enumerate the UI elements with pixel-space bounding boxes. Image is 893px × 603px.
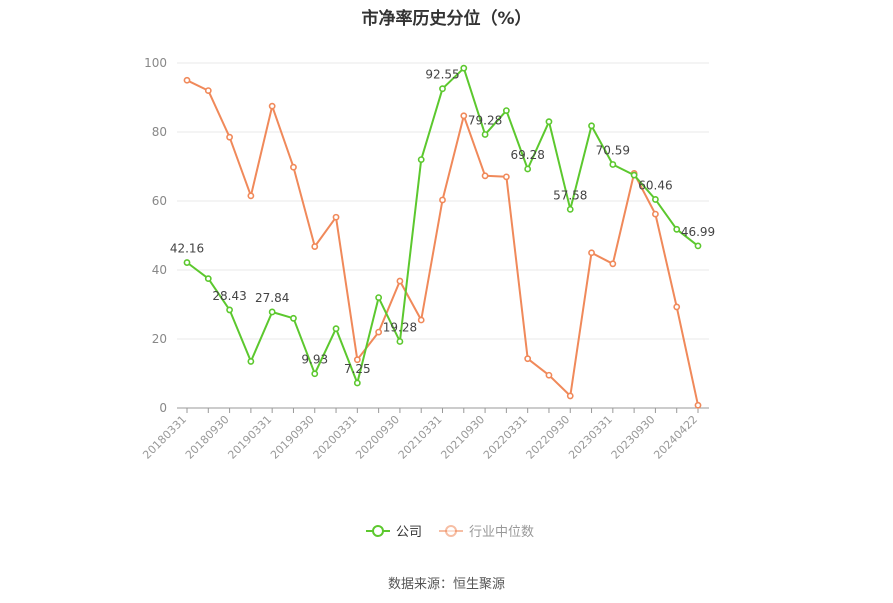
data-point xyxy=(183,259,191,266)
chart-title: 市净率历史分位（%） xyxy=(361,9,532,29)
y-tick-label: 40 xyxy=(152,263,167,277)
data-label: 79.28 xyxy=(468,113,502,127)
data-label: 27.84 xyxy=(255,291,289,305)
data-point xyxy=(204,275,212,283)
x-tick-label: 20180331 xyxy=(140,413,189,462)
data-point xyxy=(268,308,276,316)
data-point xyxy=(652,196,659,203)
data-point xyxy=(332,325,340,333)
y-tick-label: 0 xyxy=(159,401,167,415)
data-point xyxy=(417,316,425,324)
x-tick-label: 20210331 xyxy=(396,413,445,462)
data-point xyxy=(290,314,297,322)
data-label: 28.43 xyxy=(212,289,246,303)
data-label: 57.58 xyxy=(553,188,587,202)
data-point xyxy=(247,192,255,200)
data-point xyxy=(247,358,255,365)
data-point xyxy=(694,401,702,409)
data-point xyxy=(524,355,532,363)
y-tick-label: 80 xyxy=(152,125,167,139)
data-point xyxy=(673,303,681,311)
data-point xyxy=(566,392,574,400)
x-tick-label: 20180930 xyxy=(183,413,232,462)
data-point xyxy=(439,85,446,93)
data-point xyxy=(311,370,319,378)
data-point xyxy=(545,118,553,126)
x-tick-label: 20240422 xyxy=(651,413,700,462)
y-tick-label: 100 xyxy=(144,56,167,70)
data-label: 60.46 xyxy=(638,178,672,192)
data-point xyxy=(396,338,404,345)
data-point xyxy=(694,242,702,250)
data-point xyxy=(226,306,233,314)
data-point xyxy=(204,87,212,94)
data-point xyxy=(460,64,468,72)
data-point xyxy=(545,371,553,379)
data-point xyxy=(311,243,319,250)
data-point xyxy=(332,213,340,221)
data-point xyxy=(226,133,233,141)
legend-swatch-marker xyxy=(372,525,384,537)
x-tick-label: 20210930 xyxy=(438,413,487,462)
x-tick-label: 20200930 xyxy=(353,413,402,462)
data-point xyxy=(652,210,659,218)
data-label: 19.28 xyxy=(383,320,417,334)
data-point xyxy=(609,260,617,268)
x-tick-label: 20220331 xyxy=(481,413,530,462)
data-label: 42.16 xyxy=(170,242,204,256)
data-point xyxy=(353,379,361,387)
data-point xyxy=(588,122,595,130)
y-tick-label: 20 xyxy=(152,332,167,346)
x-tick-label: 20230331 xyxy=(566,413,615,462)
data-label: 9.93 xyxy=(301,353,328,367)
data-point xyxy=(673,225,681,233)
data-point xyxy=(396,277,404,285)
data-point xyxy=(439,196,446,204)
data-point xyxy=(524,165,532,173)
data-point xyxy=(417,156,425,163)
legend-label: 公司 xyxy=(396,525,422,540)
data-point xyxy=(353,356,361,364)
data-point xyxy=(460,112,468,120)
x-tick-label: 20190331 xyxy=(225,413,274,462)
data-source-note: 数据来源：恒生聚源 xyxy=(387,577,505,592)
data-point xyxy=(290,163,297,171)
data-point xyxy=(481,131,489,138)
data-point xyxy=(375,294,383,301)
data-label: 46.99 xyxy=(681,225,715,239)
series-line xyxy=(186,79,699,406)
legend-label: 行业中位数 xyxy=(469,525,534,540)
data-point xyxy=(630,171,638,179)
data-point xyxy=(566,205,574,213)
data-point xyxy=(609,161,617,168)
data-point xyxy=(481,172,489,180)
data-point xyxy=(502,107,510,115)
data-point xyxy=(183,76,191,84)
data-label: 7.25 xyxy=(344,362,371,376)
data-label: 92.55 xyxy=(425,68,459,82)
data-label: 69.28 xyxy=(510,148,544,162)
data-point xyxy=(268,102,276,110)
data-point xyxy=(375,328,383,336)
legend-swatch-marker xyxy=(445,525,457,537)
data-point xyxy=(502,173,510,181)
x-tick-label: 20220930 xyxy=(524,413,573,462)
y-tick-label: 60 xyxy=(152,194,167,208)
x-tick-label: 20190930 xyxy=(268,413,317,462)
data-point xyxy=(588,249,595,257)
x-tick-label: 20230930 xyxy=(609,413,658,462)
data-label: 70.59 xyxy=(596,143,630,157)
x-tick-label: 20200331 xyxy=(311,413,360,462)
